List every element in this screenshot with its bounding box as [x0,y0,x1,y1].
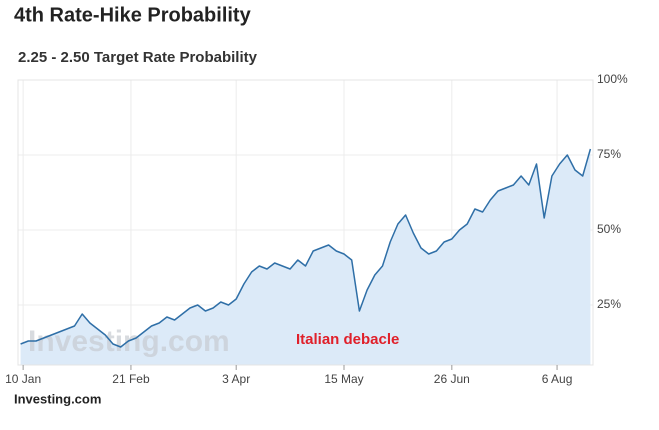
y-tick-label: 100% [597,72,628,86]
x-tick-label: 10 Jan [5,372,41,386]
source: Investing.com [14,391,101,406]
x-tick-label: 6 Aug [542,372,573,386]
y-tick-label: 25% [597,297,621,311]
x-tick-label: 26 Jun [434,372,470,386]
chart-title: 4th Rate-Hike Probability [14,4,252,26]
x-tick-label: 3 Apr [222,372,250,386]
line [20,148,592,348]
x-tick-label: 21 Feb [112,372,150,386]
chart-subtitle: 2.25 - 2.50 Target Rate Probability [18,49,258,66]
y-tick-label: 75% [597,147,621,161]
x-tick-label: 15 May [324,372,363,386]
area-fill [20,149,591,365]
annotation: Italian debacle [296,331,399,348]
plot-frame [17,79,594,366]
y-tick-label: 50% [597,222,621,236]
